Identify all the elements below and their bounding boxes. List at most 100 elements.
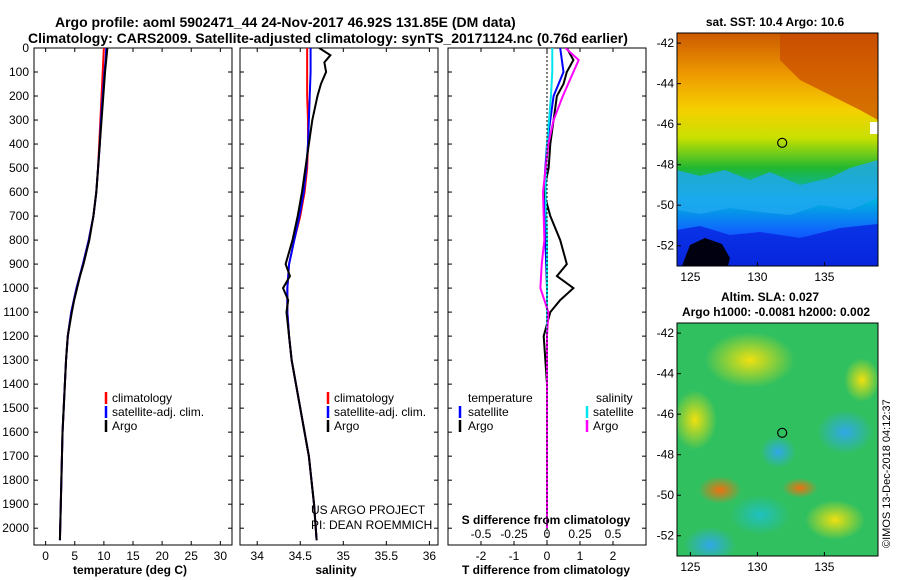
depth-tick-label: 900 <box>9 257 29 271</box>
legend-label-s-satellite: satellite <box>593 405 634 419</box>
sst-warm-patch <box>780 33 878 120</box>
map-y-tick-label: -46 <box>657 117 675 131</box>
series-line-argo <box>58 48 109 541</box>
sst-missing-data <box>870 122 878 134</box>
sla-map <box>677 323 878 556</box>
salinity-x-axis: 34 34.5 35 35.5 36 <box>251 48 437 563</box>
map-y-tick-label: -52 <box>657 529 675 543</box>
depth-tick-label: 0 <box>22 41 29 55</box>
depth-tick-label: 400 <box>9 137 29 151</box>
x-tick-label: 10 <box>97 549 111 563</box>
legend-label-satellite: satellite-adj. clim. <box>112 405 204 419</box>
depth-tick-label: 2000 <box>2 521 29 535</box>
legend-title-temperature: temperature <box>468 391 533 405</box>
salinity-plot-frame <box>239 47 439 546</box>
sst-argo-position-marker <box>777 137 788 148</box>
depth-tick-label: 100 <box>9 65 29 79</box>
sla-low-3 <box>684 527 736 556</box>
map-y-tick-label: -44 <box>657 77 675 91</box>
map-y-tick-label: -50 <box>657 488 675 502</box>
depth-axis: 0 100 200 300 400 500 600 700 800 900 1000 1100 1200… <box>2 41 646 535</box>
sla-high-6 <box>844 358 878 402</box>
sst-cold-patch <box>682 238 730 266</box>
x-tick-label: -1 <box>509 549 520 563</box>
sst-map <box>677 33 878 266</box>
sla-high-2 <box>677 390 717 450</box>
temperature-legend: climatology satellite-adj. clim. Argo <box>104 391 204 433</box>
map-x-tick-label: 130 <box>747 560 767 574</box>
salinity-legend: climatology satellite-adj. clim. Argo <box>326 391 426 433</box>
sla-high-4 <box>698 476 742 504</box>
map-y-tick-label: -50 <box>657 198 675 212</box>
series-line-argo <box>281 48 332 541</box>
map-x-tick-label: 125 <box>680 560 700 574</box>
x-tick-label: 5 <box>71 549 78 563</box>
x-tick-label: 30 <box>214 549 228 563</box>
map-x-tick-label: 125 <box>680 270 700 284</box>
depth-tick-label: 1700 <box>2 449 29 463</box>
figure-title-line1: Argo profile: aoml 5902471_44 24-Nov-201… <box>55 14 516 30</box>
depth-tick-label: 1200 <box>2 329 29 343</box>
salinity-axis-label: salinity <box>315 563 357 577</box>
sla-low-1 <box>817 410 873 454</box>
x-tick-label: 2 <box>610 549 617 563</box>
sla-high-1 <box>705 332 795 388</box>
sst-map-title: sat. SST: 10.4 Argo: 10.6 <box>706 15 845 29</box>
legend-label-argo: Argo <box>334 419 360 433</box>
x-tick-label: 36 <box>423 549 437 563</box>
map-y-tick-label: -44 <box>657 367 675 381</box>
legend-label-t-satellite: satellite <box>468 405 509 419</box>
sst-map-frame <box>676 32 879 267</box>
sla-argo-position-marker <box>777 427 788 438</box>
x-tick-label: 0 <box>42 549 49 563</box>
map-x-tick-label: 135 <box>814 270 834 284</box>
legend-label-satellite: satellite-adj. clim. <box>334 405 426 419</box>
figure-title-line2: Climatology: CARS2009. Satellite-adjuste… <box>28 30 628 46</box>
s-diff-tick-label: -0.25 <box>500 527 528 541</box>
depth-tick-label: 1400 <box>2 377 29 391</box>
depth-tick-label: 800 <box>9 233 29 247</box>
x-tick-label: -2 <box>476 549 487 563</box>
x-tick-label: 35 <box>337 549 351 563</box>
map-y-tick-label: -42 <box>657 326 675 340</box>
s-difference-axis-label: S difference from climatology <box>462 513 631 527</box>
map-x-tick-label: 135 <box>814 560 834 574</box>
sla-map-title: Altim. SLA: 0.027 <box>721 290 819 304</box>
difference-series <box>539 48 580 529</box>
s-diff-tick-label: 0.5 <box>605 527 622 541</box>
sst-cool-band <box>677 160 878 215</box>
project-annotation: US ARGO PROJECT <box>311 503 426 517</box>
x-tick-label: 1 <box>577 549 584 563</box>
map-x-tick-label: 130 <box>747 270 767 284</box>
legend-label-climatology: climatology <box>334 391 394 405</box>
sla-high-5 <box>782 478 818 498</box>
legend-label-climatology: climatology <box>112 391 172 405</box>
imos-timestamp: ©IMOS 13-Dec-2018 04:12:37 <box>881 399 893 548</box>
depth-tick-label: 1000 <box>2 281 29 295</box>
temperature-series <box>58 48 109 541</box>
depth-tick-label: 300 <box>9 113 29 127</box>
x-tick-label: 20 <box>155 549 169 563</box>
s-diff-tick-label: -0.5 <box>471 527 492 541</box>
t-difference-axis-label: T difference from climatology <box>462 563 630 577</box>
depth-tick-label: 1800 <box>2 473 29 487</box>
x-tick-label: 15 <box>126 549 140 563</box>
depth-tick-label: 200 <box>9 89 29 103</box>
sla-map-axes: 125 130 135 -42 -44 -46 -48 -50 -52 <box>657 326 835 574</box>
legend-label-t-argo: Argo <box>468 419 494 433</box>
salinity-series <box>281 48 332 541</box>
sla-low-2 <box>760 436 796 468</box>
x-tick-label: 34.5 <box>289 549 313 563</box>
temperature-x-axis: 0 5 10 15 20 25 30 <box>42 48 227 563</box>
pi-annotation: PI: DEAN ROEMMICH <box>311 518 432 532</box>
depth-tick-label: 1100 <box>3 305 29 319</box>
map-y-tick-label: -48 <box>657 448 675 462</box>
sst-map-axes: 125 130 135 -42 -44 -46 -48 -50 -52 <box>657 36 835 284</box>
map-y-tick-label: -48 <box>657 158 675 172</box>
sla-low-4 <box>730 495 790 535</box>
s-difference-axis: -0.5-0.2500.250.5 <box>471 527 622 541</box>
depth-tick-label: 1500 <box>2 401 29 415</box>
legend-label-argo: Argo <box>112 419 138 433</box>
series-line-climatology <box>58 48 105 541</box>
